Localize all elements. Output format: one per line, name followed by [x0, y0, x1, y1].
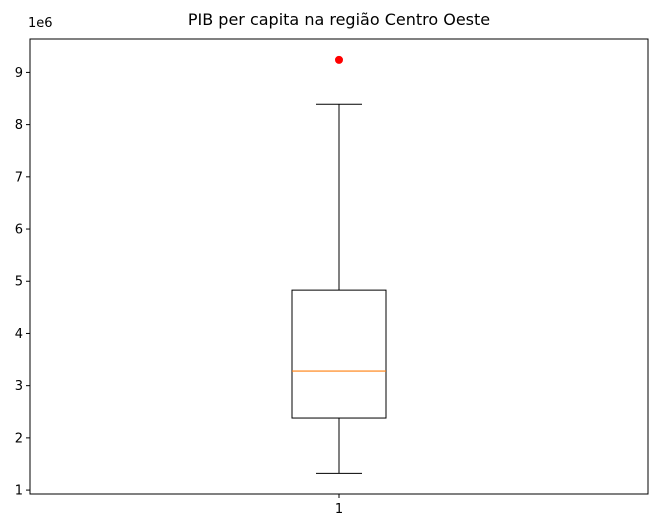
interquartile-box [291, 289, 387, 419]
y-tick-label: 3 [15, 379, 23, 394]
plot-area: 1 2 3 4 5 6 7 8 9 1 [15, 38, 649, 517]
y-axis-offset-label: 1e6 [28, 16, 53, 31]
y-tick-label: 1 [15, 484, 23, 499]
chart-title: PIB per capita na região Centro Oeste [188, 10, 490, 29]
y-tick-label: 8 [15, 118, 23, 133]
x-tick-label: 1 [335, 502, 343, 517]
y-tick-label: 4 [15, 327, 23, 342]
y-tick-label: 9 [15, 66, 23, 81]
outlier-point [335, 55, 343, 64]
y-tick-label: 2 [15, 431, 23, 446]
y-tick-label: 6 [15, 223, 23, 238]
y-tick-label: 7 [15, 170, 23, 185]
y-tick-label: 5 [15, 275, 23, 290]
